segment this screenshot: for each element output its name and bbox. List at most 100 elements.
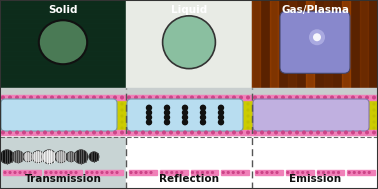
Circle shape (85, 103, 87, 105)
Circle shape (37, 115, 39, 117)
Circle shape (187, 121, 189, 123)
Circle shape (373, 109, 375, 111)
Bar (0, 79, 126, 83)
Circle shape (9, 172, 11, 173)
Circle shape (163, 115, 165, 117)
Circle shape (218, 115, 223, 120)
Circle shape (207, 172, 208, 173)
Circle shape (282, 96, 284, 99)
Circle shape (73, 109, 75, 111)
Circle shape (85, 121, 87, 123)
Circle shape (309, 29, 325, 45)
Bar (0, 46, 126, 51)
Circle shape (66, 152, 76, 162)
Circle shape (55, 103, 57, 105)
Circle shape (345, 96, 347, 99)
Circle shape (121, 109, 123, 111)
Circle shape (91, 103, 93, 105)
Circle shape (175, 115, 177, 117)
Circle shape (325, 121, 327, 123)
Circle shape (142, 96, 144, 99)
Circle shape (211, 115, 213, 117)
Circle shape (43, 127, 45, 129)
Circle shape (205, 121, 207, 123)
Circle shape (151, 127, 153, 129)
Circle shape (79, 103, 81, 105)
Circle shape (109, 127, 111, 129)
Circle shape (181, 127, 183, 129)
Circle shape (212, 172, 214, 173)
Circle shape (73, 115, 75, 117)
Circle shape (97, 103, 99, 105)
Circle shape (343, 103, 345, 105)
Circle shape (157, 115, 159, 117)
Circle shape (65, 172, 67, 173)
Circle shape (13, 115, 15, 117)
Circle shape (79, 109, 81, 111)
Circle shape (259, 127, 261, 129)
Circle shape (45, 172, 47, 173)
Circle shape (247, 131, 249, 134)
Circle shape (1, 103, 3, 105)
Circle shape (275, 131, 277, 134)
Circle shape (107, 131, 109, 134)
Circle shape (13, 127, 15, 129)
Bar (316, 170, 344, 175)
Circle shape (338, 96, 340, 99)
Circle shape (9, 96, 11, 99)
Circle shape (74, 150, 88, 164)
Circle shape (191, 96, 193, 99)
Bar (221, 170, 249, 175)
Circle shape (219, 96, 221, 99)
Circle shape (187, 103, 189, 105)
Circle shape (373, 115, 375, 117)
Circle shape (193, 127, 195, 129)
Circle shape (73, 121, 75, 123)
Circle shape (169, 121, 171, 123)
Circle shape (200, 115, 206, 120)
Circle shape (166, 172, 168, 173)
Circle shape (37, 121, 39, 123)
Circle shape (70, 172, 72, 173)
Circle shape (7, 115, 9, 117)
Circle shape (55, 121, 57, 123)
Circle shape (333, 172, 335, 173)
Bar (342, 0, 350, 88)
Circle shape (109, 121, 111, 123)
Circle shape (121, 121, 123, 123)
Circle shape (79, 96, 81, 99)
Bar (0, 19, 126, 23)
Circle shape (65, 131, 67, 134)
Circle shape (361, 103, 363, 105)
Circle shape (12, 151, 24, 163)
Circle shape (205, 127, 207, 129)
Circle shape (145, 109, 147, 111)
Circle shape (361, 121, 363, 123)
Circle shape (86, 96, 88, 99)
Circle shape (233, 131, 235, 134)
Circle shape (319, 121, 321, 123)
Circle shape (100, 96, 102, 99)
Circle shape (169, 109, 171, 111)
Circle shape (349, 103, 351, 105)
Bar (0, 51, 126, 56)
Circle shape (97, 127, 99, 129)
Circle shape (175, 127, 177, 129)
Circle shape (259, 103, 261, 105)
Circle shape (211, 121, 213, 123)
Circle shape (49, 109, 51, 111)
Circle shape (55, 151, 67, 163)
Circle shape (147, 115, 152, 120)
Circle shape (114, 131, 116, 134)
Circle shape (91, 109, 93, 111)
Circle shape (222, 172, 224, 173)
Bar (306, 0, 314, 88)
Bar (85, 170, 123, 175)
Circle shape (93, 96, 95, 99)
Circle shape (147, 105, 152, 110)
Circle shape (302, 172, 304, 173)
Circle shape (181, 121, 183, 123)
Circle shape (217, 127, 219, 129)
Circle shape (253, 103, 255, 105)
Circle shape (149, 131, 151, 134)
